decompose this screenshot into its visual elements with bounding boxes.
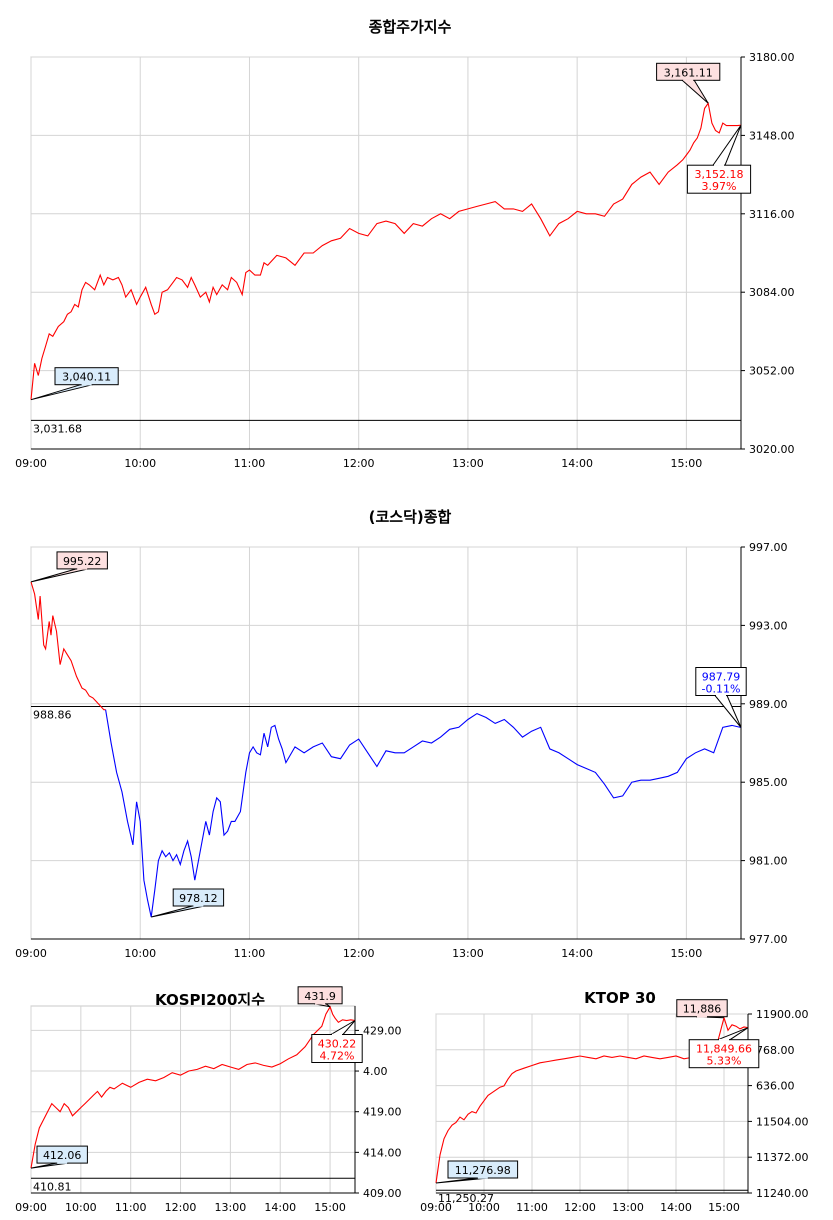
x-tick-label-kosdaq: 11:00 — [234, 947, 266, 960]
x-tick-label-kospi: 11:00 — [234, 457, 266, 470]
callout-label-kospi-low: 3,040.11 — [62, 371, 111, 384]
y-tick-label-kosdaq: 981.00 — [749, 855, 788, 868]
chart-title-kosdaq: (코스닥)종합 — [368, 508, 452, 526]
chart-kosdaq: 09:00 10:00 11:00 12:00 13:00 14:00 15:00 997.0… — [15, 541, 787, 960]
x-tick-label-kospi200: 12:00 — [165, 1201, 197, 1214]
chart-ktop30: 09:00 10:00 11:00 12:00 13:00 14:00 15:00 11900… — [420, 999, 809, 1214]
y-tick-label-ktop30: 11240.00 — [756, 1187, 809, 1200]
chart-title-kospi200: KOSPI200지수 — [155, 991, 265, 1009]
callout-label-kosdaq-high: 995.22 — [63, 555, 102, 568]
x-tick-label-ktop30: 09:00 — [420, 1201, 452, 1214]
x-tick-label-ktop30: 15:00 — [708, 1201, 740, 1214]
y-tick-label-kospi200: 4.00 — [363, 1065, 388, 1078]
series-line-kosdaq-1 — [105, 709, 742, 918]
callout-label-kospi200-low: 412.06 — [43, 1149, 82, 1162]
y-tick-label-kospi: 3180.00 — [749, 51, 795, 64]
plot-area-kospi — [30, 56, 742, 450]
reference-label-ktop30: 11,250.27 — [438, 1192, 494, 1205]
x-tick-label-kospi200: 15:00 — [314, 1201, 346, 1214]
series-line-kospi-0 — [30, 101, 742, 400]
x-tick-label-kosdaq: 13:00 — [452, 947, 484, 960]
callout-box-ktop30-current — [688, 1039, 760, 1069]
x-tick-label-ktop30: 14:00 — [660, 1201, 692, 1214]
y-tick-label-ktop30: 636.00 — [756, 1080, 795, 1093]
callout-change-kospi: 3.97% — [702, 180, 737, 193]
reference-label-kosdaq: 988.86 — [33, 709, 72, 722]
y-tick-label-kospi: 3052.00 — [749, 365, 795, 378]
y-tick-label-kospi200: 429.00 — [363, 1024, 402, 1037]
x-tick-label-kospi: 13:00 — [452, 457, 484, 470]
x-tick-label-kosdaq: 10:00 — [124, 947, 156, 960]
y-tick-label-kospi: 3020.00 — [749, 443, 795, 456]
x-tick-label-kospi: 09:00 — [15, 457, 47, 470]
x-tick-label-kosdaq: 12:00 — [343, 947, 375, 960]
x-tick-label-ktop30: 10:00 — [468, 1201, 500, 1214]
callout-label-kospi-current: 3,152.18 — [695, 168, 744, 181]
y-tick-label-kospi: 3084.00 — [749, 286, 795, 299]
chart-kospi: 09:00 10:00 11:00 12:00 13:00 14:00 15:00 3180.… — [15, 51, 794, 470]
y-tick-label-kosdaq: 997.00 — [749, 541, 788, 554]
y-tick-label-ktop30: 11372.00 — [756, 1151, 809, 1164]
plot-area-kospi200 — [30, 1005, 356, 1194]
callout-box-kospi200-current — [311, 1034, 363, 1063]
y-tick-label-kosdaq: 989.00 — [749, 698, 788, 711]
series-line-kospi200-0 — [30, 1005, 356, 1169]
x-tick-label-kospi200: 13:00 — [215, 1201, 247, 1214]
y-tick-label-kospi200: 414.00 — [363, 1146, 402, 1159]
chart-title-ktop30: KTOP 30 — [584, 989, 656, 1007]
x-tick-label-kospi200: 14:00 — [264, 1201, 296, 1214]
y-tick-label-ktop30: 768.00 — [756, 1044, 795, 1057]
x-tick-label-kospi: 12:00 — [343, 457, 375, 470]
x-tick-label-kospi: 15:00 — [671, 457, 703, 470]
x-tick-label-kospi200: 11:00 — [115, 1201, 147, 1214]
y-tick-label-kosdaq: 993.00 — [749, 619, 788, 632]
y-tick-label-kospi: 3148.00 — [749, 129, 795, 142]
x-tick-label-ktop30: 13:00 — [612, 1201, 644, 1214]
y-tick-label-ktop30: 11900.00 — [756, 1008, 809, 1021]
plot-area-kosdaq — [30, 546, 742, 940]
x-tick-label-kospi200: 09:00 — [15, 1201, 47, 1214]
reference-label-kospi: 3,031.68 — [33, 422, 82, 435]
chart-kospi200: 09:00 10:00 11:00 12:00 13:00 14:00 15:00 429.0… — [15, 986, 402, 1214]
y-tick-label-kospi200: 419.00 — [363, 1106, 402, 1119]
chart-title-kospi: 종합주가지수 — [368, 18, 452, 36]
callout-change-kosdaq: -0.11% — [702, 683, 741, 696]
y-tick-label-kosdaq: 977.00 — [749, 933, 788, 946]
x-tick-label-kospi200: 10:00 — [65, 1201, 97, 1214]
callout-change-kospi200: 4.72% — [320, 1050, 355, 1063]
callout-label-ktop30-low: 11,276.98 — [455, 1164, 511, 1177]
x-tick-label-kospi: 14:00 — [561, 457, 593, 470]
callout-label-kospi200-current: 430.22 — [318, 1038, 357, 1051]
callout-label-ktop30-high: 11,886 — [683, 1003, 722, 1016]
callout-label-kosdaq-current: 987.79 — [702, 671, 741, 684]
x-tick-label-kosdaq: 14:00 — [561, 947, 593, 960]
x-tick-label-kosdaq: 09:00 — [15, 947, 47, 960]
callout-box-kospi-current — [686, 164, 752, 194]
callout-label-kospi200-high: 431.9 — [304, 990, 336, 1003]
callout-label-kospi-high: 3,161.11 — [664, 66, 713, 79]
y-tick-label-kospi200: 409.00 — [363, 1187, 402, 1200]
x-tick-label-kospi: 10:00 — [124, 457, 156, 470]
y-tick-label-kosdaq: 985.00 — [749, 776, 788, 789]
x-tick-label-kosdaq: 15:00 — [671, 947, 703, 960]
callout-label-ktop30-current: 11,849.66 — [696, 1043, 752, 1056]
reference-label-kospi200: 410.81 — [33, 1180, 72, 1193]
x-tick-label-ktop30: 11:00 — [516, 1201, 548, 1214]
series-line-kosdaq-0 — [30, 581, 106, 711]
callout-label-kosdaq-low: 978.12 — [179, 892, 218, 905]
x-tick-label-ktop30: 12:00 — [564, 1201, 596, 1214]
callout-change-ktop30: 5.33% — [707, 1055, 742, 1068]
y-tick-label-ktop30: 11504.00 — [756, 1115, 809, 1128]
y-tick-label-kospi: 3116.00 — [749, 208, 795, 221]
